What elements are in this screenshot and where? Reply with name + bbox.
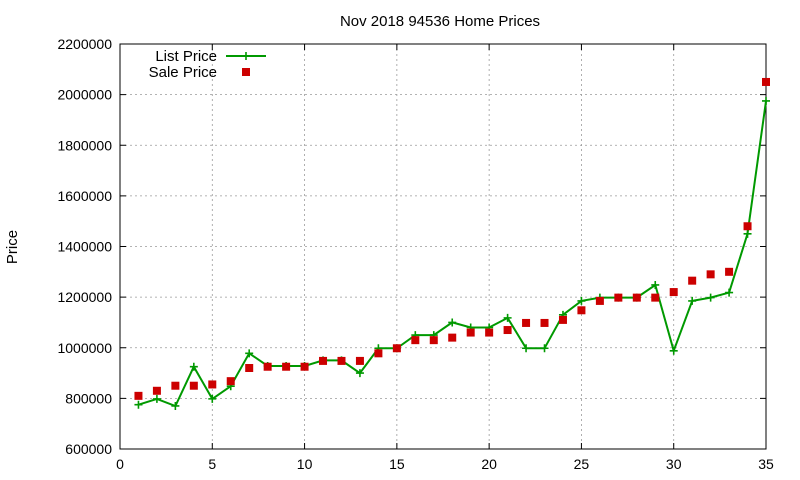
list-price-point bbox=[152, 394, 161, 403]
sale-price-point bbox=[522, 318, 531, 327]
series-layer bbox=[134, 77, 770, 410]
list-price-point bbox=[540, 344, 549, 353]
sale-price-point bbox=[152, 386, 161, 395]
legend: List Price Sale Price bbox=[149, 48, 266, 81]
list-price-point bbox=[134, 400, 143, 409]
list-price-point bbox=[503, 313, 512, 322]
sale-price-point bbox=[651, 293, 660, 302]
sale-price-point bbox=[688, 276, 697, 285]
sale-price-point bbox=[632, 293, 641, 302]
y-tick-label: 800000 bbox=[65, 390, 112, 406]
list-price-point bbox=[522, 344, 531, 353]
sale-price-point bbox=[614, 293, 623, 302]
axis-ticks: 0 5 10 15 20 25 30 35 600000 800000 1000000 1200000… bbox=[57, 36, 774, 472]
list-price-point bbox=[171, 401, 180, 410]
sale-price-point bbox=[485, 328, 494, 337]
sale-price-point bbox=[706, 270, 715, 279]
y-tick-label: 2000000 bbox=[57, 87, 112, 103]
sale-price-point bbox=[411, 336, 420, 345]
y-tick-label: 1200000 bbox=[57, 289, 112, 305]
sale-price-point bbox=[171, 381, 180, 390]
list-price-point bbox=[245, 349, 254, 358]
sale-price-point bbox=[762, 77, 770, 86]
sale-price-point bbox=[245, 364, 254, 372]
x-tick-label: 20 bbox=[481, 456, 497, 472]
sale-price-point bbox=[263, 362, 272, 371]
sale-price-point bbox=[558, 315, 567, 324]
list-price-point bbox=[725, 288, 734, 297]
sale-price-point bbox=[282, 362, 291, 371]
list-price-point bbox=[706, 293, 715, 302]
legend-label-list-price: List Price bbox=[155, 48, 217, 65]
list-price-point bbox=[208, 394, 217, 403]
y-tick-label: 1400000 bbox=[57, 239, 112, 255]
list-price-point bbox=[189, 362, 198, 371]
sale-price-point bbox=[466, 328, 475, 337]
sale-price-point bbox=[429, 336, 438, 345]
x-tick-label: 25 bbox=[574, 456, 590, 472]
x-tick-label: 30 bbox=[666, 456, 682, 472]
list-price-point bbox=[448, 318, 457, 327]
sale-price-point bbox=[374, 349, 383, 358]
legend-label-sale-price: Sale Price bbox=[149, 64, 217, 81]
list-price-point bbox=[355, 369, 364, 378]
x-tick-label: 10 bbox=[297, 456, 313, 472]
sale-price-point bbox=[540, 318, 549, 327]
legend-marker-list-price bbox=[242, 52, 250, 60]
list-price-point bbox=[688, 296, 697, 305]
y-tick-label: 1600000 bbox=[57, 188, 112, 204]
list-price-point bbox=[669, 346, 678, 355]
list-price-point bbox=[762, 96, 770, 105]
y-tick-label: 1800000 bbox=[57, 137, 112, 153]
series-line-list-price bbox=[138, 100, 767, 408]
y-tick-label: 2200000 bbox=[57, 36, 112, 52]
list-price-point bbox=[743, 229, 752, 238]
sale-price-point bbox=[503, 326, 512, 335]
x-tick-label: 5 bbox=[208, 456, 216, 472]
sale-price-point bbox=[134, 391, 143, 400]
sale-price-point bbox=[725, 267, 734, 276]
y-tick-label: 600000 bbox=[65, 441, 112, 457]
sale-price-point bbox=[355, 356, 364, 365]
sale-price-point bbox=[595, 296, 604, 305]
y-tick-label: 1000000 bbox=[57, 340, 112, 356]
sale-price-point bbox=[208, 380, 217, 389]
list-price-point bbox=[577, 296, 586, 305]
x-tick-label: 0 bbox=[116, 456, 124, 472]
chart-title: Nov 2018 94536 Home Prices bbox=[340, 13, 540, 30]
grid bbox=[120, 44, 766, 449]
y-axis-label: Price bbox=[4, 230, 21, 264]
sale-price-point bbox=[300, 362, 309, 371]
sale-price-point bbox=[669, 288, 678, 297]
sale-price-point bbox=[337, 356, 346, 365]
sale-price-point bbox=[226, 377, 235, 386]
sale-price-point bbox=[392, 344, 401, 353]
sale-price-point bbox=[577, 306, 586, 315]
legend-marker-sale-price bbox=[242, 68, 250, 76]
sale-price-point bbox=[448, 333, 457, 342]
sale-price-point bbox=[743, 222, 752, 231]
sale-price-point bbox=[189, 381, 198, 390]
x-tick-label: 15 bbox=[389, 456, 405, 472]
list-price-point bbox=[651, 280, 660, 289]
x-tick-label: 35 bbox=[758, 456, 774, 472]
sale-price-point bbox=[319, 356, 328, 365]
